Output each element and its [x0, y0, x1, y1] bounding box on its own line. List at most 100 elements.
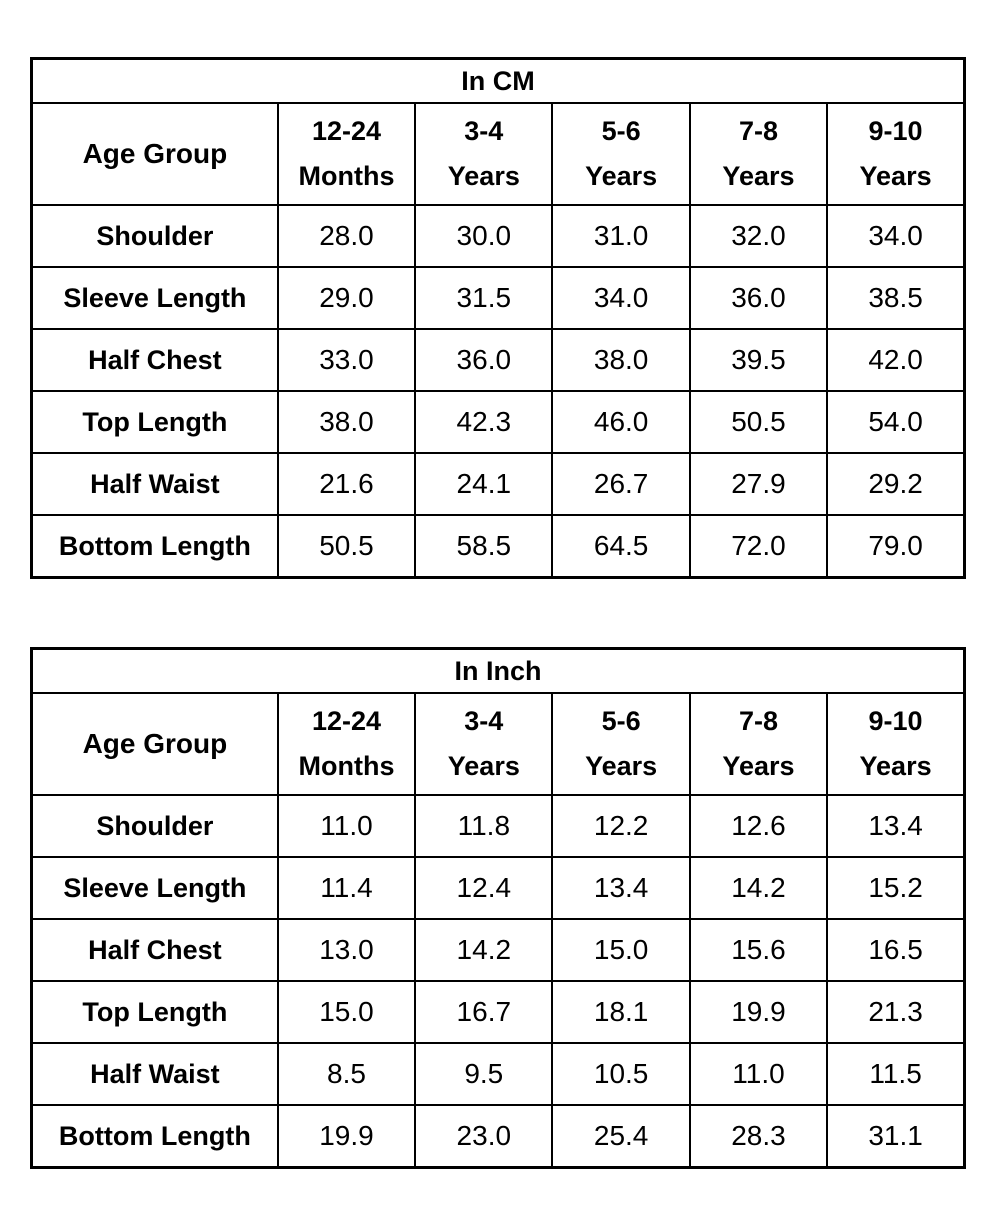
value-cell: 30.0: [414, 204, 554, 268]
row-label: Bottom Length: [30, 1104, 279, 1169]
row-label: Half Chest: [30, 918, 279, 982]
row-label: Sleeve Length: [30, 266, 279, 330]
value-cell: 12.2: [551, 794, 691, 858]
value-cell: 13.4: [826, 794, 966, 858]
table-row: Sleeve Length 29.0 31.5 34.0 36.0 38.5: [30, 266, 966, 330]
value-cell: 32.0: [688, 204, 829, 268]
value-cell: 15.2: [826, 856, 966, 920]
value-cell: 79.0: [826, 514, 966, 579]
value-cell: 18.1: [551, 980, 691, 1044]
row-label: Shoulder: [30, 204, 279, 268]
value-cell: 19.9: [276, 1104, 417, 1169]
value-cell: 64.5: [551, 514, 691, 579]
value-cell: 58.5: [414, 514, 554, 579]
value-cell: 11.0: [688, 1042, 829, 1106]
table-title: In CM: [30, 57, 966, 104]
column-header: 7-8 Years: [688, 102, 829, 206]
value-cell: 50.5: [276, 514, 417, 579]
table-title-row: In Inch: [30, 647, 966, 694]
value-cell: 31.5: [414, 266, 554, 330]
value-cell: 38.0: [551, 328, 691, 392]
row-label: Sleeve Length: [30, 856, 279, 920]
table-row: Half Chest 33.0 36.0 38.0 39.5 42.0: [30, 328, 966, 392]
value-cell: 39.5: [688, 328, 829, 392]
table-row: Top Length 38.0 42.3 46.0 50.5 54.0: [30, 390, 966, 454]
column-header: 9-10 Years: [826, 692, 966, 796]
value-cell: 11.5: [826, 1042, 966, 1106]
value-cell: 15.6: [688, 918, 829, 982]
row-label: Half Waist: [30, 1042, 279, 1106]
value-cell: 31.1: [826, 1104, 966, 1169]
value-cell: 26.7: [551, 452, 691, 516]
value-cell: 21.3: [826, 980, 966, 1044]
value-cell: 28.3: [688, 1104, 829, 1169]
value-cell: 42.3: [414, 390, 554, 454]
value-cell: 14.2: [688, 856, 829, 920]
size-table-in-inch: In Inch Age Group 12-24 Months 3-4 Years 5-6…: [30, 647, 966, 1169]
value-cell: 15.0: [276, 980, 417, 1044]
value-cell: 38.5: [826, 266, 966, 330]
value-cell: 21.6: [276, 452, 417, 516]
table-row: Bottom Length 19.9 23.0 25.4 28.3 31.1: [30, 1104, 966, 1169]
value-cell: 27.9: [688, 452, 829, 516]
value-cell: 11.4: [276, 856, 417, 920]
column-header: 12-24 Months: [276, 102, 417, 206]
value-cell: 14.2: [414, 918, 554, 982]
column-header: 3-4 Years: [414, 102, 554, 206]
value-cell: 16.5: [826, 918, 966, 982]
table-header-row: Age Group 12-24 Months 3-4 Years 5-6 Years 7…: [30, 102, 966, 206]
value-cell: 13.0: [276, 918, 417, 982]
row-label: Top Length: [30, 390, 279, 454]
value-cell: 15.0: [551, 918, 691, 982]
value-cell: 46.0: [551, 390, 691, 454]
value-cell: 29.2: [826, 452, 966, 516]
value-cell: 50.5: [688, 390, 829, 454]
table-title-row: In CM: [30, 57, 966, 104]
value-cell: 36.0: [414, 328, 554, 392]
table-row: Sleeve Length 11.4 12.4 13.4 14.2 15.2: [30, 856, 966, 920]
table-row: Top Length 15.0 16.7 18.1 19.9 21.3: [30, 980, 966, 1044]
value-cell: 9.5: [414, 1042, 554, 1106]
row-label: Top Length: [30, 980, 279, 1044]
row-label: Half Chest: [30, 328, 279, 392]
corner-header: Age Group: [30, 692, 279, 796]
table-row: Half Waist 8.5 9.5 10.5 11.0 11.5: [30, 1042, 966, 1106]
column-header: 5-6 Years: [551, 102, 691, 206]
value-cell: 28.0: [276, 204, 417, 268]
value-cell: 8.5: [276, 1042, 417, 1106]
value-cell: 34.0: [551, 266, 691, 330]
value-cell: 24.1: [414, 452, 554, 516]
table-row: Bottom Length 50.5 58.5 64.5 72.0 79.0: [30, 514, 966, 579]
value-cell: 72.0: [688, 514, 829, 579]
column-header: 3-4 Years: [414, 692, 554, 796]
value-cell: 10.5: [551, 1042, 691, 1106]
value-cell: 36.0: [688, 266, 829, 330]
table-row: Half Waist 21.6 24.1 26.7 27.9 29.2: [30, 452, 966, 516]
value-cell: 42.0: [826, 328, 966, 392]
column-header: 7-8 Years: [688, 692, 829, 796]
value-cell: 34.0: [826, 204, 966, 268]
value-cell: 33.0: [276, 328, 417, 392]
value-cell: 16.7: [414, 980, 554, 1044]
value-cell: 13.4: [551, 856, 691, 920]
value-cell: 12.6: [688, 794, 829, 858]
value-cell: 54.0: [826, 390, 966, 454]
value-cell: 11.8: [414, 794, 554, 858]
corner-header: Age Group: [30, 102, 279, 206]
value-cell: 19.9: [688, 980, 829, 1044]
row-label: Bottom Length: [30, 514, 279, 579]
size-table-in-cm: In CM Age Group 12-24 Months 3-4 Years 5-6 Y…: [30, 57, 966, 579]
column-header: 9-10 Years: [826, 102, 966, 206]
value-cell: 29.0: [276, 266, 417, 330]
column-header: 12-24 Months: [276, 692, 417, 796]
value-cell: 23.0: [414, 1104, 554, 1169]
value-cell: 38.0: [276, 390, 417, 454]
row-label: Shoulder: [30, 794, 279, 858]
table-title: In Inch: [30, 647, 966, 694]
value-cell: 25.4: [551, 1104, 691, 1169]
table-row: Half Chest 13.0 14.2 15.0 15.6 16.5: [30, 918, 966, 982]
value-cell: 31.0: [551, 204, 691, 268]
table-header-row: Age Group 12-24 Months 3-4 Years 5-6 Years 7…: [30, 692, 966, 796]
table-row: Shoulder 11.0 11.8 12.2 12.6 13.4: [30, 794, 966, 858]
